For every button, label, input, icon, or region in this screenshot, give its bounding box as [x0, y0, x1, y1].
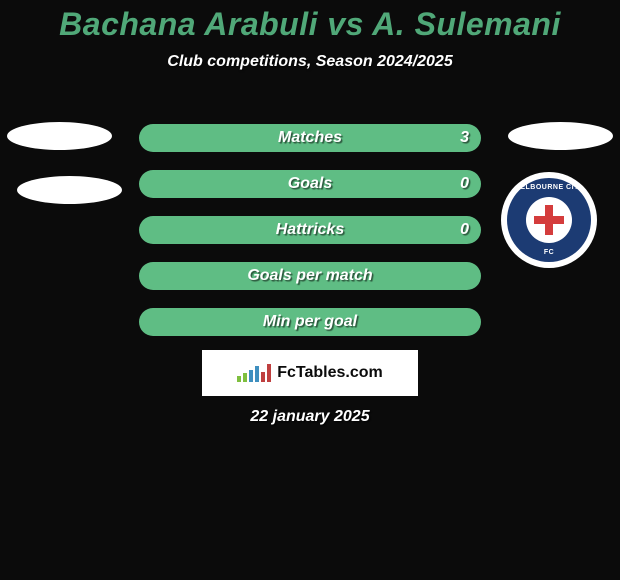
club-badge-bot-text: FC	[507, 249, 591, 256]
stat-bar-right-value: 0	[460, 175, 469, 193]
stat-bar-row: Goals 0	[139, 170, 481, 198]
club-badge-cross-h	[534, 216, 564, 224]
stat-bar-label: Goals	[288, 175, 332, 193]
stat-bar-label: Matches	[278, 129, 342, 147]
stat-bar-row: Goals per match	[139, 262, 481, 290]
stat-bar-row: Min per goal	[139, 308, 481, 336]
stat-bar-label: Goals per match	[247, 267, 372, 285]
brand-bar-icon-segment	[243, 373, 247, 382]
brand-bar-icon-segment	[249, 370, 253, 382]
stat-bar-right-value: 3	[460, 129, 469, 147]
brand-bar-icon-segment	[255, 366, 259, 382]
stat-bars: Matches 3 Goals 0 Hattricks 0 Goals per match M…	[139, 124, 481, 354]
player-left-photo-1	[7, 122, 112, 150]
brand-bar-icon-segment	[261, 372, 265, 382]
stat-bar-right-value: 0	[460, 221, 469, 239]
date-line: 22 january 2025	[0, 408, 620, 426]
brand-bar-icon-segment	[267, 364, 271, 382]
stat-bar-label: Hattricks	[276, 221, 344, 239]
comparison-title: Bachana Arabuli vs A. Sulemani	[0, 0, 620, 43]
brand-text: FcTables.com	[277, 364, 383, 382]
club-badge-top-text: MELBOURNE CITY	[507, 184, 591, 191]
brand-box: FcTables.com	[202, 350, 418, 396]
stat-bar-row: Matches 3	[139, 124, 481, 152]
club-badge-ring: MELBOURNE CITY MC FC FC	[507, 178, 591, 262]
page-root: Bachana Arabuli vs A. Sulemani Club comp…	[0, 0, 620, 580]
club-badge: MELBOURNE CITY MC FC FC	[501, 172, 597, 268]
player-right-photo	[508, 122, 613, 150]
brand-bars-icon	[237, 364, 271, 382]
stat-bar-label: Min per goal	[263, 313, 357, 331]
stat-bar-row: Hattricks 0	[139, 216, 481, 244]
season-subtitle: Club competitions, Season 2024/2025	[0, 53, 620, 71]
player-left-photo-2	[17, 176, 122, 204]
brand-bar-icon-segment	[237, 376, 241, 382]
